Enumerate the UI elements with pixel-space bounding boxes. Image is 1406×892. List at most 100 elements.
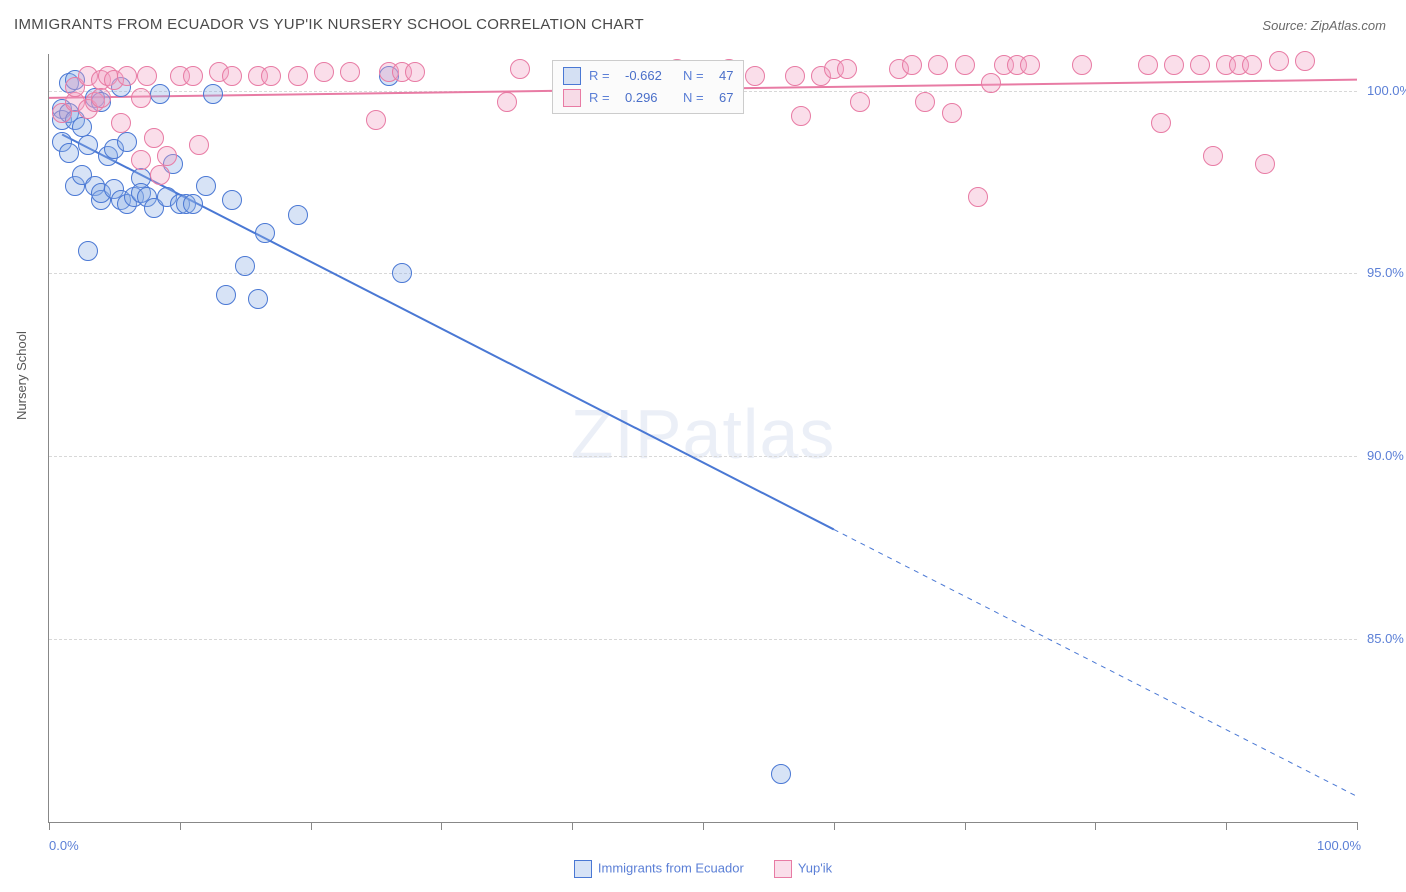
legend-r-value-ecuador: -0.662 — [625, 65, 675, 87]
x-tick-mark — [834, 822, 835, 830]
data-point-yupik — [183, 66, 203, 86]
data-point-yupik — [942, 103, 962, 123]
y-tick-label: 100.0% — [1367, 83, 1406, 98]
y-tick-label: 95.0% — [1367, 265, 1404, 280]
bottom-legend-swatch-ecuador — [574, 860, 592, 878]
data-point-yupik — [1164, 55, 1184, 75]
source-prefix: Source: — [1262, 18, 1307, 33]
data-point-yupik — [1072, 55, 1092, 75]
bottom-legend-item-yupik: Yup'ik — [774, 860, 832, 878]
data-point-yupik — [131, 150, 151, 170]
regression-lines — [49, 54, 1357, 822]
data-point-yupik — [955, 55, 975, 75]
data-point-yupik — [928, 55, 948, 75]
data-point-yupik — [117, 66, 137, 86]
data-point-ecuador — [150, 84, 170, 104]
data-point-yupik — [222, 66, 242, 86]
x-tick-label-left: 0.0% — [49, 838, 79, 853]
bottom-legend-swatch-yupik — [774, 860, 792, 878]
data-point-yupik — [1295, 51, 1315, 71]
y-tick-label: 85.0% — [1367, 631, 1404, 646]
legend-n-value-ecuador: 47 — [719, 65, 733, 87]
y-tick-label: 90.0% — [1367, 448, 1404, 463]
data-point-ecuador — [196, 176, 216, 196]
data-point-ecuador — [72, 117, 92, 137]
legend-swatch-ecuador — [563, 67, 581, 85]
data-point-yupik — [157, 146, 177, 166]
data-point-ecuador — [771, 764, 791, 784]
x-tick-mark — [441, 822, 442, 830]
data-point-yupik — [1020, 55, 1040, 75]
data-point-yupik — [340, 62, 360, 82]
legend-n-label: N = — [683, 87, 711, 109]
bottom-legend-label-ecuador: Immigrants from Ecuador — [598, 860, 744, 875]
data-point-yupik — [981, 73, 1001, 93]
data-point-yupik — [902, 55, 922, 75]
legend-r-label: R = — [589, 87, 617, 109]
data-point-yupik — [785, 66, 805, 86]
data-point-ecuador — [117, 132, 137, 152]
data-point-yupik — [405, 62, 425, 82]
data-point-yupik — [968, 187, 988, 207]
x-tick-mark — [49, 822, 50, 830]
legend-r-label: R = — [589, 65, 617, 87]
plot-area: ZIPatlas 85.0%90.0%95.0%100.0%0.0%100.0% — [48, 54, 1357, 823]
legend-n-label: N = — [683, 65, 711, 87]
data-point-yupik — [150, 165, 170, 185]
x-tick-mark — [1095, 822, 1096, 830]
gridline — [49, 639, 1357, 640]
data-point-yupik — [1203, 146, 1223, 166]
data-point-ecuador — [392, 263, 412, 283]
legend-row-yupik: R =0.296N =67 — [563, 87, 733, 109]
regression-line-dash-ecuador — [834, 529, 1357, 796]
correlation-legend: R =-0.662N =47R =0.296N =67 — [552, 60, 744, 114]
data-point-yupik — [189, 135, 209, 155]
x-tick-label-right: 100.0% — [1317, 838, 1361, 853]
data-point-yupik — [1190, 55, 1210, 75]
data-point-ecuador — [222, 190, 242, 210]
data-point-ecuador — [235, 256, 255, 276]
gridline — [49, 456, 1357, 457]
data-point-yupik — [91, 88, 111, 108]
bottom-legend-label-yupik: Yup'ik — [798, 860, 832, 875]
x-tick-mark — [965, 822, 966, 830]
x-tick-mark — [703, 822, 704, 830]
data-point-yupik — [131, 88, 151, 108]
data-point-yupik — [366, 110, 386, 130]
data-point-ecuador — [288, 205, 308, 225]
data-point-ecuador — [183, 194, 203, 214]
data-point-yupik — [850, 92, 870, 112]
data-point-yupik — [497, 92, 517, 112]
data-point-ecuador — [248, 289, 268, 309]
data-point-yupik — [791, 106, 811, 126]
watermark: ZIPatlas — [571, 394, 836, 474]
data-point-yupik — [1242, 55, 1262, 75]
y-axis-label: Nursery School — [14, 331, 29, 420]
data-point-ecuador — [203, 84, 223, 104]
x-tick-mark — [1357, 822, 1358, 830]
data-point-ecuador — [255, 223, 275, 243]
data-point-ecuador — [216, 285, 236, 305]
data-point-yupik — [1151, 113, 1171, 133]
x-tick-mark — [572, 822, 573, 830]
watermark-zip: ZIP — [571, 395, 683, 473]
data-point-yupik — [915, 92, 935, 112]
legend-row-ecuador: R = -0.662 N = 47 — [563, 65, 733, 87]
series-legend: Immigrants from Ecuador Yup'ik — [0, 860, 1406, 878]
x-tick-mark — [311, 822, 312, 830]
x-tick-mark — [180, 822, 181, 830]
data-point-yupik — [288, 66, 308, 86]
watermark-atlas: atlas — [683, 395, 836, 473]
legend-r-value-yupik: 0.296 — [625, 87, 675, 109]
data-point-yupik — [510, 59, 530, 79]
x-tick-mark — [1226, 822, 1227, 830]
data-point-yupik — [1269, 51, 1289, 71]
data-point-ecuador — [78, 241, 98, 261]
data-point-yupik — [111, 113, 131, 133]
data-point-yupik — [144, 128, 164, 148]
data-point-ecuador — [78, 135, 98, 155]
data-point-yupik — [837, 59, 857, 79]
data-point-yupik — [1138, 55, 1158, 75]
bottom-legend-item-ecuador: Immigrants from Ecuador — [574, 860, 744, 878]
data-point-yupik — [745, 66, 765, 86]
